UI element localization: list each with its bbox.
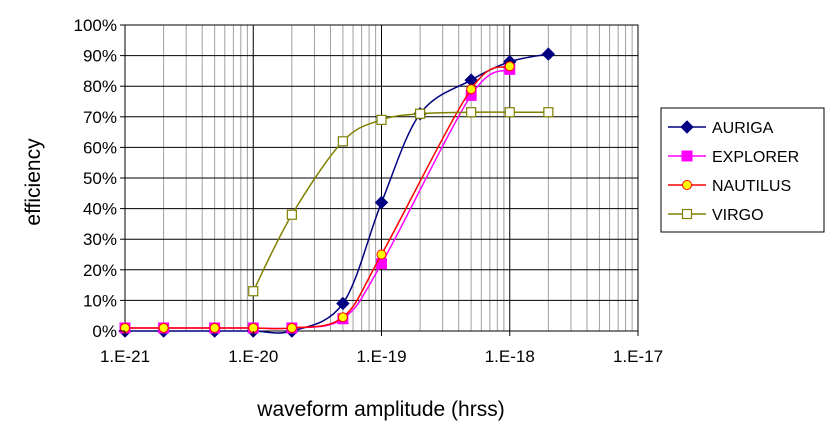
y-tick-label: 20%	[83, 261, 117, 280]
y-tick-label: 40%	[83, 200, 117, 219]
y-tick-label: 0%	[92, 322, 117, 341]
series-layer	[118, 47, 556, 338]
y-tick-label: 70%	[83, 108, 117, 127]
x-tick-label: 1.E-20	[228, 347, 278, 366]
series-line	[124, 65, 511, 330]
x-tick-label: 1.E-18	[485, 347, 535, 366]
legend-marker	[681, 208, 693, 220]
legend-label: AURIGA	[712, 120, 774, 137]
data-point	[466, 107, 477, 118]
legend-label: NAUTILUS	[712, 178, 791, 195]
legend-label: EXPLORER	[712, 149, 799, 166]
y-axis-ticks: 0% 10% 20% 30% 40% 50% 60% 70% 80% 90% 100%	[74, 16, 125, 341]
legend-marker	[680, 120, 694, 134]
x-tick-label: 1.E-19	[356, 347, 406, 366]
data-point	[337, 312, 348, 323]
y-axis-title: efficiency	[22, 138, 45, 226]
x-axis-ticks: 1.E-21 1.E-20 1.E-19 1.E-18 1.E-17	[100, 331, 663, 366]
y-tick-label: 100%	[74, 16, 117, 35]
legend-label: VIRGO	[712, 207, 764, 224]
y-tick-label: 10%	[83, 291, 117, 310]
legend-entry-auriga: AURIGA	[668, 120, 774, 137]
data-point	[504, 61, 515, 72]
x-tick-label: 1.E-21	[100, 347, 150, 366]
data-point	[286, 322, 297, 333]
legend-entry-nautilus: NAUTILUS	[668, 178, 791, 195]
legend-entry-virgo: VIRGO	[668, 207, 764, 224]
y-tick-label: 60%	[83, 138, 117, 157]
legend-marker	[682, 180, 692, 190]
data-point	[376, 114, 387, 125]
data-point	[209, 322, 220, 333]
y-tick-label: 90%	[83, 47, 117, 66]
data-point	[466, 84, 477, 95]
legend-entry-explorer: EXPLORER	[668, 149, 799, 166]
series-line	[125, 53, 549, 334]
data-point	[286, 209, 297, 220]
data-point	[337, 136, 348, 147]
series-nautilus	[120, 61, 515, 333]
series-virgo	[248, 107, 554, 297]
data-point	[248, 286, 259, 297]
y-tick-label: 80%	[83, 77, 117, 96]
data-point	[504, 107, 515, 118]
y-tick-label: 50%	[83, 169, 117, 188]
data-point	[336, 296, 350, 311]
data-point	[543, 107, 554, 118]
data-point	[158, 322, 169, 333]
data-point	[374, 195, 389, 210]
x-axis-title: waveform amplitude (hrss)	[256, 398, 504, 421]
data-point	[541, 47, 556, 61]
data-point	[376, 249, 387, 260]
y-tick-label: 30%	[83, 230, 117, 249]
data-point	[415, 108, 426, 119]
legend: AURIGA EXPLORER NAUTILUS VIRGO	[660, 107, 825, 233]
x-tick-label: 1.E-17	[613, 347, 663, 366]
legend-marker	[681, 150, 693, 162]
